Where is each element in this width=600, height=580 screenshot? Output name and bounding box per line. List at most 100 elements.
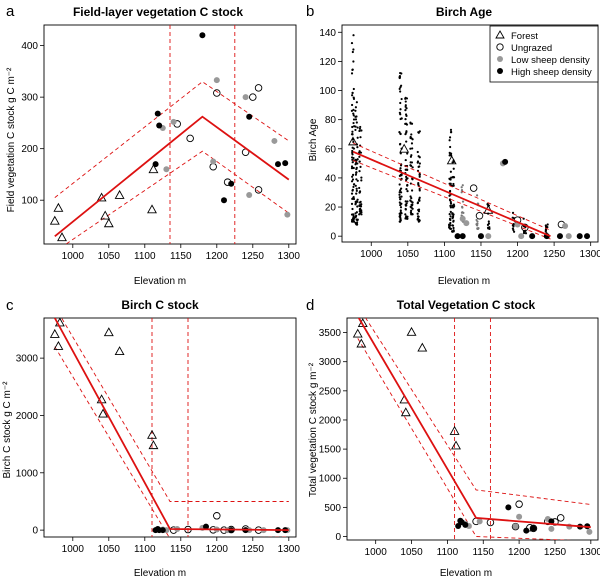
x-tick-label: 1300 (580, 249, 600, 260)
age-point (418, 175, 421, 178)
point-black-dot (576, 233, 583, 240)
age-point (398, 220, 401, 223)
age-point (416, 212, 419, 215)
age-point (410, 213, 413, 216)
y-tick-label: 300 (21, 93, 38, 104)
age-point (544, 224, 547, 227)
plot-frame (43, 317, 297, 538)
x-tick-label: 1100 (434, 249, 456, 260)
age-point (409, 195, 412, 198)
age-point (522, 231, 526, 235)
age-point (461, 184, 464, 187)
ci-lower-line (357, 338, 573, 540)
age-point (405, 107, 408, 110)
age-point (350, 167, 354, 170)
age-point (452, 167, 455, 170)
age-point (451, 206, 454, 209)
age-point (352, 197, 356, 201)
panel-a: a Field-layer vegetation C stock Elevati… (6, 3, 300, 287)
plot-a: 1000 1050 1100 1150 1200 1250 1300 100 200 300 400 (21, 24, 300, 262)
point-triangle (147, 429, 157, 439)
age-point (449, 210, 452, 213)
age-point (351, 91, 354, 95)
age-point (417, 215, 420, 218)
point-grey-dot (163, 166, 170, 173)
age-point (449, 145, 452, 149)
point-grey-dot (271, 137, 278, 144)
age-point (475, 222, 478, 226)
age-point (399, 108, 402, 111)
point-grey-dot (565, 233, 572, 240)
age-point (404, 109, 407, 112)
age-point (449, 200, 452, 204)
age-point (404, 213, 407, 216)
age-point (358, 129, 361, 133)
y-axis-label-d: Total vegetation C stock g m⁻² (308, 362, 319, 497)
point-black-dot (246, 113, 253, 120)
age-point (417, 208, 421, 211)
point-grey-dot (284, 211, 291, 218)
age-point (451, 217, 454, 220)
x-axis-label-d: Elevation m (440, 568, 492, 579)
age-point (351, 94, 354, 97)
age-point (409, 147, 412, 150)
age-point (356, 158, 359, 161)
age-point (512, 230, 516, 233)
age-point (359, 165, 362, 168)
age-point (544, 230, 547, 233)
point-triangle (49, 328, 60, 338)
x-tick-label: 1250 (242, 544, 265, 555)
age-point (448, 154, 451, 157)
point-black-dot (548, 518, 555, 525)
x-tick-label: 1150 (470, 249, 492, 260)
plot-area-a (49, 25, 291, 244)
age-point (351, 50, 354, 54)
age-point (399, 101, 402, 105)
plot-d: 1000 1050 1100 1150 1200 1250 1300 0 500 1000 1500… (319, 317, 600, 558)
point-triangle (114, 346, 125, 356)
age-point (355, 167, 358, 171)
point-black-dot (584, 233, 591, 240)
point-grey-dot (512, 523, 519, 530)
age-point (409, 155, 413, 158)
point-grey-dot (459, 215, 466, 222)
age-point (351, 149, 354, 153)
fit-line (357, 318, 591, 529)
age-point (410, 133, 413, 136)
x-tick-label: 1050 (400, 547, 423, 558)
age-point (448, 139, 451, 142)
x-tick-label: 1000 (365, 547, 388, 558)
age-point (356, 205, 359, 208)
y-tick-label: 60 (325, 144, 337, 155)
y-tick-label: 3000 (16, 354, 39, 365)
age-point (399, 198, 402, 201)
y-tick-label: 80 (325, 115, 337, 126)
age-point (406, 217, 409, 220)
age-point (354, 158, 357, 161)
point-grey-dot (586, 528, 593, 535)
point-grey-dot (170, 118, 177, 125)
x-tick-label: 1200 (206, 544, 229, 555)
point-triangle (417, 342, 428, 352)
plot-frame (346, 317, 599, 541)
age-point (488, 226, 491, 229)
x-tick-label: 1300 (580, 547, 600, 558)
age-point (405, 97, 409, 100)
age-point (417, 220, 420, 223)
age-point (449, 204, 452, 207)
age-point (356, 179, 359, 182)
point-open-circle (529, 524, 538, 533)
age-point (351, 161, 354, 164)
y-tick-label: 100 (21, 196, 38, 207)
age-point (404, 168, 407, 171)
age-point (488, 227, 491, 230)
age-point (351, 207, 354, 211)
point-open-circle (515, 500, 523, 508)
age-point (404, 158, 407, 162)
age-point (399, 90, 402, 93)
age-point (452, 176, 456, 179)
y-tick-label: 3000 (319, 357, 342, 368)
age-point (352, 48, 355, 51)
age-point (404, 204, 408, 207)
x-tick-label: 1300 (278, 544, 301, 555)
